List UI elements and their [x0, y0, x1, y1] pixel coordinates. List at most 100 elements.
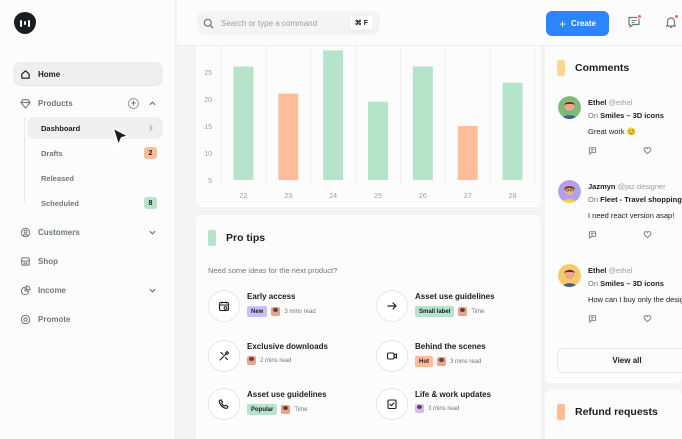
schedule-icon [218, 301, 230, 312]
x-tick-label: 23 [284, 193, 292, 200]
tip-item[interactable]: Asset use guidelines Popular Time [208, 388, 358, 428]
sales-chart-card: 5 10 15 20 25 22 23 24 25 26 27 28 [196, 46, 541, 207]
heart-icon[interactable] [643, 230, 652, 239]
chart-bar[interactable] [502, 82, 523, 180]
subitem-label: Drafts [41, 148, 63, 158]
sidebar-item-label: Promote [38, 314, 71, 324]
messages-button[interactable] [627, 14, 642, 29]
reply-icon[interactable] [588, 146, 597, 155]
author-avatar [458, 307, 468, 316]
comment-actions [588, 146, 652, 155]
tip-icon-wrap [376, 388, 408, 420]
author-name: Ethel [588, 266, 607, 275]
sidebar-item-home[interactable]: Home [13, 62, 163, 86]
author-avatar [415, 404, 424, 413]
reply-icon[interactable] [588, 230, 597, 239]
author-handle: @ethel [608, 98, 633, 107]
refund-header: Refund requests [557, 404, 658, 420]
tip-meta: 3 mins read [415, 404, 459, 413]
tip-item[interactable]: Asset use guidelines Small label Time [376, 290, 526, 330]
sidebar-item-shop[interactable]: Shop [13, 249, 163, 273]
tip-title: Asset use guidelines [247, 390, 327, 399]
comments-title: Comments [575, 62, 630, 74]
sidebar: Home Products + Dashboard Drafts 2 Relea… [0, 0, 176, 439]
comment-target: On Smiles – 3D icons [588, 279, 664, 288]
tip-item[interactable]: Exclusive downloads 2 mins read [208, 340, 358, 380]
tip-title: Life & work updates [415, 390, 492, 399]
tip-item[interactable]: Life & work updates 3 mins read [376, 388, 526, 428]
author-avatar [271, 307, 281, 316]
tip-title: Behind the scenes [415, 342, 486, 351]
on-prefix: On [588, 279, 599, 288]
tip-meta: New 3 mins read [247, 306, 316, 317]
add-product-icon[interactable]: + [128, 97, 139, 109]
author-handle: @jaz.designer [617, 182, 666, 191]
tip-read-time: 2 mins read [260, 357, 292, 364]
y-tick-label: 10 [204, 151, 212, 158]
tip-tag: New [247, 306, 268, 317]
comment-text: How can I buy only the design [588, 295, 682, 304]
tip-meta: Hot 3 mins read [415, 356, 481, 367]
tip-icon-wrap [376, 290, 408, 322]
tip-title: Early access [247, 292, 296, 301]
comment-text: Great work 😊 [588, 127, 637, 136]
tip-item[interactable]: Behind the scenes Hot 3 mins read [376, 340, 526, 380]
tip-item[interactable]: Early access New 3 mins read [208, 290, 358, 330]
notifications-button[interactable] [664, 14, 679, 29]
chart-bar[interactable] [368, 101, 388, 180]
chart-bar[interactable] [278, 93, 299, 180]
comment-author: Ethel @ethel [588, 266, 632, 275]
product-link[interactable]: Fleet - Travel shopping [600, 195, 682, 204]
sidebar-subitem-dashboard[interactable]: Dashboard [27, 117, 163, 139]
avatar [558, 180, 581, 203]
chart-bar[interactable] [412, 66, 433, 180]
pie-chart-icon [20, 284, 31, 295]
y-tick-label: 20 [204, 97, 212, 104]
sidebar-item-label: Home [38, 69, 61, 79]
search-icon [203, 18, 214, 28]
pro-tips-card: Pro tips Need some ideas for the next pr… [196, 215, 541, 439]
product-link[interactable]: Smiles – 3D icons [600, 111, 664, 120]
heart-icon[interactable] [643, 314, 652, 323]
sidebar-item-promote[interactable]: Promote [13, 307, 163, 331]
tip-meta: Popular Time [247, 404, 307, 415]
chart-bar[interactable] [233, 66, 254, 180]
subitem-label: Released [41, 173, 74, 183]
search-input[interactable]: Search or type a command ⌘ F [197, 11, 380, 35]
product-link[interactable]: Smiles – 3D icons [600, 279, 664, 288]
pro-tips-header: Pro tips [208, 230, 265, 246]
arrow-right-icon [387, 302, 397, 310]
author-avatar [281, 405, 291, 414]
bell-icon [665, 17, 677, 28]
comment-target: On Smiles – 3D icons [588, 111, 664, 120]
chevron-down-icon[interactable] [148, 286, 157, 295]
sidebar-subitem-drafts[interactable]: Drafts 2 [27, 142, 163, 164]
x-tick-label: 28 [509, 193, 517, 200]
author-name: Jazmyn [588, 182, 616, 191]
x-tick-label: 25 [374, 193, 382, 200]
sidebar-item-products[interactable]: Products + [13, 91, 163, 115]
chevron-down-icon[interactable] [148, 228, 157, 237]
notification-dot [674, 14, 679, 19]
heart-icon[interactable] [643, 146, 652, 155]
tip-icon-wrap [208, 388, 240, 420]
author-avatar [437, 357, 446, 366]
sidebar-item-label: Customers [38, 227, 80, 237]
tip-meta: Small label Time [415, 306, 484, 317]
diamond-icon [20, 98, 31, 109]
chevron-up-icon[interactable] [148, 99, 157, 108]
chart-bar[interactable] [323, 50, 344, 181]
create-button[interactable]: + Create [546, 11, 609, 36]
view-all-comments-button[interactable]: View all [557, 348, 682, 373]
pro-tips-subtitle: Need some ideas for the next product? [208, 266, 338, 275]
section-marker [208, 230, 216, 246]
count-badge: 2 [144, 147, 157, 159]
sidebar-subitem-released[interactable]: Released [27, 167, 163, 189]
chart-bar[interactable] [457, 126, 478, 180]
app-logo[interactable] [14, 12, 36, 34]
sidebar-item-customers[interactable]: Customers [13, 220, 163, 244]
sidebar-item-income[interactable]: Income [13, 278, 163, 302]
sidebar-subitem-scheduled[interactable]: Scheduled 8 [27, 192, 163, 214]
reply-icon[interactable] [588, 314, 597, 323]
comment-actions [588, 230, 652, 239]
